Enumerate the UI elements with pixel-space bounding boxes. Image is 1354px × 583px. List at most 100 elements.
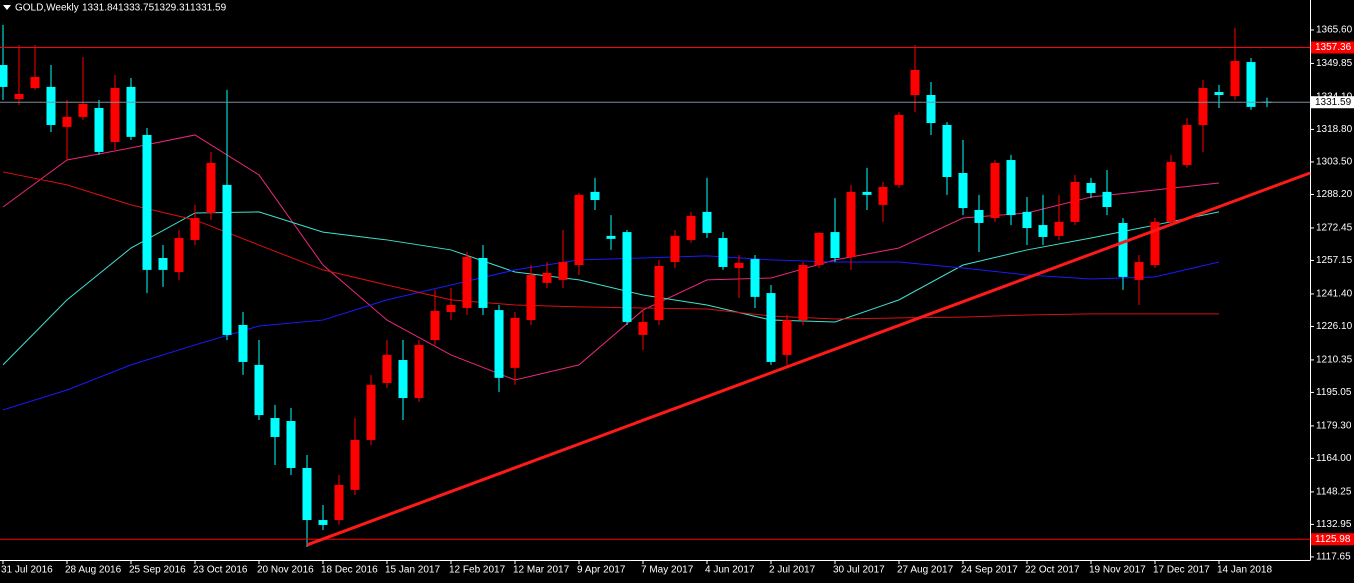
x-tick-label: 18 Dec 2016 <box>321 565 378 576</box>
candle-body <box>1118 222 1128 277</box>
candle-body <box>14 93 24 100</box>
candle-body <box>494 310 504 378</box>
x-tick-label: 12 Feb 2017 <box>449 565 506 576</box>
candle-body <box>238 324 248 362</box>
candle-body <box>1166 161 1176 222</box>
candle-body <box>302 467 312 521</box>
candle-body <box>526 275 536 321</box>
candle-body <box>990 163 1000 219</box>
candle-body <box>1214 92 1224 95</box>
candle-body <box>366 384 376 440</box>
level-label-box <box>1311 533 1354 546</box>
candle-body <box>1070 181 1080 222</box>
y-tick-label: 1365.60 <box>1316 25 1353 36</box>
x-tick-label: 7 May 2017 <box>641 565 694 576</box>
level-label: 1357.36 <box>1315 42 1352 53</box>
candle-body <box>110 87 120 142</box>
candle-body <box>1102 191 1112 207</box>
x-tick-label: 27 Aug 2017 <box>897 565 954 576</box>
candle-body <box>0 65 8 87</box>
candle-body <box>814 232 824 266</box>
candle-body <box>1022 211 1032 229</box>
candle-body <box>318 520 328 525</box>
candle-body <box>1054 221 1064 236</box>
y-tick-label: 1303.50 <box>1316 157 1353 168</box>
x-tick-label: 30 Jul 2017 <box>833 565 885 576</box>
candle-body <box>798 265 808 321</box>
plot-area <box>0 24 1272 548</box>
candle-body <box>1006 160 1016 216</box>
y-tick-label: 1132.95 <box>1316 519 1352 530</box>
candle-body <box>254 364 264 416</box>
header-high: 1333.75 <box>118 3 155 14</box>
candle-body <box>398 360 408 399</box>
candle-body <box>430 310 440 341</box>
candle-body <box>1230 60 1240 97</box>
candle-body <box>750 259 760 297</box>
level-label: 1125.98 <box>1315 534 1351 545</box>
candle-body <box>478 258 488 308</box>
candle-body <box>622 232 632 322</box>
x-tick-label: 31 Jul 2016 <box>1 565 53 576</box>
candle-body <box>46 86 56 125</box>
x-tick-label: 15 Jan 2017 <box>385 565 440 576</box>
candle-body <box>926 94 936 124</box>
candle-body <box>718 238 728 267</box>
header-open: 1331.84 <box>82 3 119 14</box>
y-tick-label: 1226.10 <box>1316 321 1353 332</box>
candle-body <box>574 194 584 266</box>
x-tick-label: 20 Nov 2016 <box>257 565 314 576</box>
candle-body <box>734 262 744 268</box>
y-tick-label: 1148.25 <box>1316 487 1352 498</box>
candle-body <box>446 304 456 312</box>
candle-body <box>462 256 472 308</box>
y-tick-label: 1257.15 <box>1316 255 1353 266</box>
x-tick-label: 14 Jan 2018 <box>1217 565 1272 576</box>
candle-body <box>702 211 712 233</box>
candle-body <box>1134 262 1144 280</box>
y-tick-label: 1241.40 <box>1316 289 1353 300</box>
candle-body <box>382 354 392 383</box>
candle-body <box>1198 87 1208 125</box>
candle-body <box>670 235 680 263</box>
candle-body <box>590 191 600 200</box>
y-tick-label: 1349.85 <box>1316 58 1353 69</box>
candle-body <box>126 86 136 137</box>
candle-body <box>510 317 520 368</box>
candle-body <box>542 272 552 283</box>
candle-body <box>974 209 984 223</box>
candle-body <box>222 184 232 335</box>
candle-body <box>1246 62 1256 107</box>
header-low: 1329.31 <box>154 3 191 14</box>
candle-body <box>894 114 904 185</box>
menu-triangle[interactable] <box>3 5 11 10</box>
candle-body <box>846 191 856 257</box>
x-tick-label: 19 Nov 2017 <box>1089 565 1146 576</box>
x-tick-label: 2 Jul 2017 <box>769 565 816 576</box>
x-tick-label: 24 Sep 2017 <box>961 565 1018 576</box>
candle-body <box>558 262 568 280</box>
candle-body <box>206 163 216 213</box>
candle-body <box>638 321 648 335</box>
candle-body <box>782 320 792 355</box>
y-tick-label: 1210.35 <box>1316 355 1353 366</box>
candle-body <box>958 172 968 209</box>
candle-body <box>1038 225 1048 237</box>
x-tick-label: 17 Dec 2017 <box>1153 565 1210 576</box>
candle-body <box>830 232 840 259</box>
candle-body <box>350 439 360 490</box>
candle-body <box>942 124 952 178</box>
moving-average <box>2 171 1219 320</box>
candle-body <box>1182 124 1192 165</box>
x-tick-label: 28 Aug 2016 <box>65 565 122 576</box>
candle-body <box>878 187 888 205</box>
current-price-label: 1331.59 <box>1315 97 1352 108</box>
candle-body <box>190 218 200 240</box>
candle-body <box>142 134 152 270</box>
candle-body <box>766 293 776 362</box>
candle-body <box>910 69 920 95</box>
candle-body <box>174 238 184 273</box>
candle-body <box>286 421 296 468</box>
